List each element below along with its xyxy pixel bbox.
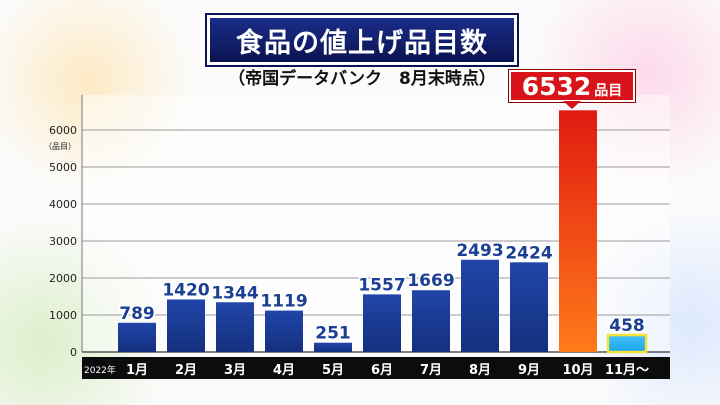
bar-4	[265, 310, 303, 352]
x-tick-label: 1月	[126, 363, 148, 378]
x-axis-band	[82, 357, 670, 379]
bar-5	[314, 342, 352, 352]
x-tick-label: 8月	[469, 363, 491, 378]
y-tick-label: 2000	[49, 272, 77, 285]
data-label-7: 1669	[407, 271, 454, 291]
highlight-value: 6532	[521, 72, 592, 101]
data-label-8: 2493	[456, 241, 503, 261]
title-box: 食品の値上げ品目数	[207, 15, 517, 65]
data-label-4: 1119	[260, 292, 307, 312]
chart-subtitle: （帝国データバンク 8月末時点）	[228, 69, 496, 89]
year-label: 2022年	[84, 364, 116, 376]
y-tick-label: 6000	[49, 124, 77, 137]
x-tick-label: 6月	[371, 363, 393, 378]
data-label-5: 251	[315, 324, 351, 344]
highlight-unit: 品目	[594, 83, 623, 99]
y-tick-label: 0	[70, 346, 77, 359]
y-tick-label: 3000	[49, 235, 77, 248]
bar-11	[606, 333, 648, 354]
data-label-9: 2424	[505, 243, 552, 263]
bar-8	[461, 259, 499, 352]
bar-6	[363, 294, 401, 352]
data-label-3: 1344	[211, 283, 258, 303]
bar-9	[510, 262, 548, 352]
x-tick-label: 5月	[322, 363, 344, 378]
y-tick-label: 1000	[49, 309, 77, 322]
chart-title: 食品の値上げ品目数	[236, 27, 488, 59]
data-label-2: 1420	[162, 280, 209, 300]
x-tick-label: 3月	[224, 363, 246, 378]
x-tick-label: 7月	[420, 363, 442, 378]
y-tick-label: 5000	[49, 161, 77, 174]
x-tick-label: 9月	[518, 363, 540, 378]
bar-1	[118, 322, 156, 352]
highlight-callout: 6532 品目	[509, 70, 635, 102]
bar-7	[412, 290, 450, 352]
x-tick-label: 2月	[175, 363, 197, 378]
data-label-11: 458	[609, 316, 645, 336]
bar-10	[559, 110, 597, 352]
y-axis-unit: （品目）	[44, 142, 76, 151]
x-tick-label: 11月〜	[605, 363, 649, 378]
y-tick-label: 4000	[49, 198, 77, 211]
data-label-1: 789	[119, 304, 155, 324]
callout-pointer	[563, 101, 581, 109]
data-label-6: 1557	[358, 275, 405, 295]
bar-3	[216, 302, 254, 352]
bar-2	[167, 299, 205, 352]
x-tick-label: 10月	[562, 363, 593, 378]
x-tick-label: 4月	[273, 363, 295, 378]
